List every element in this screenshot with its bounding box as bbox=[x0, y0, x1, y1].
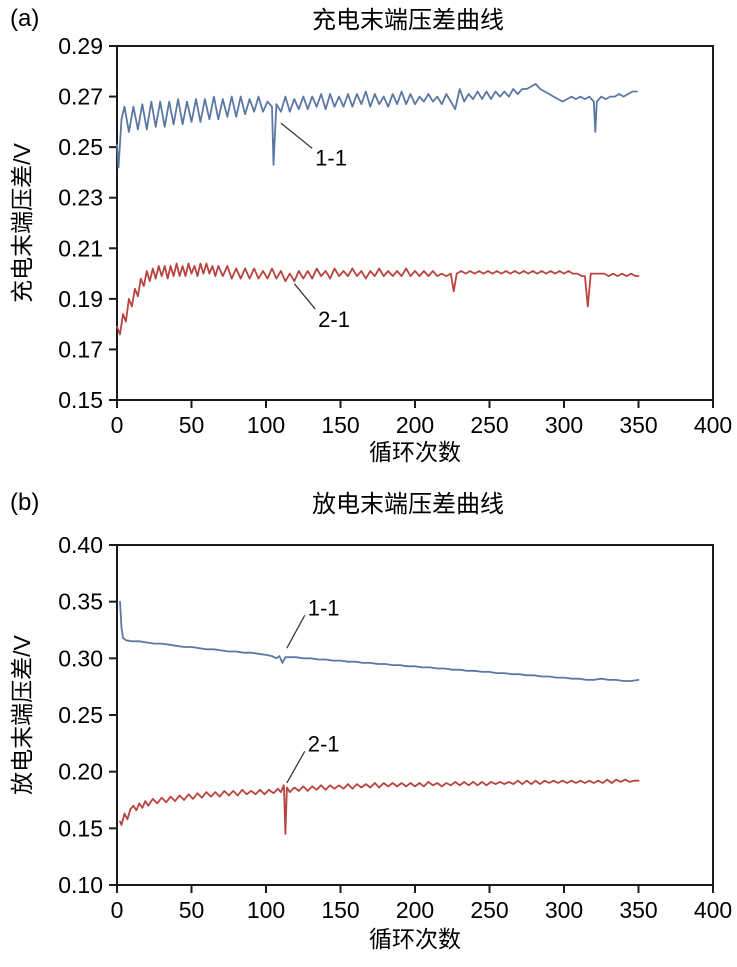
chart-b-ylabel: 放电末端压差/V bbox=[9, 634, 35, 794]
y-tick-label: 0.29 bbox=[58, 33, 103, 59]
series-line-2-1 bbox=[119, 778, 640, 835]
x-tick-label: 300 bbox=[545, 897, 583, 923]
x-tick-label: 400 bbox=[694, 412, 732, 438]
y-tick-label: 0.19 bbox=[58, 286, 103, 312]
series-line-1-1 bbox=[119, 600, 640, 682]
annotation-leader bbox=[286, 750, 306, 784]
y-tick-label: 0.25 bbox=[58, 134, 103, 160]
y-tick-label: 0.23 bbox=[58, 185, 103, 211]
chart-b-xlabel: 循环次数 bbox=[369, 926, 461, 952]
x-tick-label: 350 bbox=[619, 412, 657, 438]
annotation-label: 2-1 bbox=[318, 307, 350, 332]
x-tick-label: 200 bbox=[396, 897, 434, 923]
chart-a-ylabel: 充电末端压差/V bbox=[9, 142, 35, 302]
y-tick-label: 0.17 bbox=[58, 336, 103, 362]
y-tick-label: 0.15 bbox=[58, 387, 103, 413]
y-tick-label: 0.10 bbox=[58, 872, 103, 898]
x-tick-label: 150 bbox=[321, 897, 359, 923]
y-tick-label: 0.20 bbox=[58, 759, 103, 785]
chart-b-title: 放电末端压差曲线 bbox=[312, 491, 504, 518]
series-line-2-1 bbox=[116, 262, 640, 336]
chart-a-title: 充电末端压差曲线 bbox=[312, 7, 504, 34]
y-tick-label: 0.21 bbox=[58, 235, 103, 261]
panel-b-label: (b) bbox=[10, 489, 39, 516]
chart-a-xlabel: 循环次数 bbox=[369, 439, 461, 465]
chart-panel-b: (b) 放电末端压差曲线 放电末端压差/V 循环次数 0 50 100 150 200 2… bbox=[9, 489, 732, 952]
annotation-label: 1-1 bbox=[308, 595, 340, 620]
annotation-label: 2-1 bbox=[308, 731, 340, 756]
x-tick-label: 300 bbox=[545, 412, 583, 438]
annotation-leader bbox=[293, 283, 316, 310]
x-tick-label: 50 bbox=[179, 412, 205, 438]
annotation-leader bbox=[286, 614, 306, 649]
chart-b-plot: 0 50 100 150 200 250 300 350 400 0.10 0.15 0.20 0.25… bbox=[58, 532, 732, 923]
x-tick-label: 50 bbox=[179, 897, 205, 923]
y-tick-label: 0.30 bbox=[58, 645, 103, 671]
y-tick-label: 0.25 bbox=[58, 702, 103, 728]
x-tick-label: 150 bbox=[321, 412, 359, 438]
plot-frame bbox=[116, 45, 714, 401]
x-tick-label: 100 bbox=[247, 897, 285, 923]
annotation-label: 1-1 bbox=[315, 145, 347, 170]
annotation-leader bbox=[280, 122, 313, 149]
chart-panel-a: (a) 充电末端压差曲线 充电末端压差/V 循环次数 0 50 100 150 200 2… bbox=[9, 5, 732, 465]
chart-a-plot: 0 50 100 150 200 250 300 350 400 0.15 0.17 0.19 0.21… bbox=[58, 33, 732, 438]
panel-a-label: (a) bbox=[10, 5, 39, 32]
plot-frame bbox=[116, 544, 714, 886]
y-tick-label: 0.35 bbox=[58, 589, 103, 615]
y-tick-label: 0.27 bbox=[58, 84, 103, 110]
series-line-1-1 bbox=[116, 83, 638, 169]
y-tick-label: 0.40 bbox=[58, 532, 103, 558]
x-tick-label: 400 bbox=[694, 897, 732, 923]
x-tick-label: 350 bbox=[619, 897, 657, 923]
x-tick-label: 250 bbox=[470, 897, 508, 923]
x-tick-label: 100 bbox=[247, 412, 285, 438]
x-tick-label: 0 bbox=[111, 412, 124, 438]
x-tick-label: 250 bbox=[470, 412, 508, 438]
x-tick-label: 0 bbox=[111, 897, 124, 923]
y-tick-label: 0.15 bbox=[58, 815, 103, 841]
x-tick-label: 200 bbox=[396, 412, 434, 438]
